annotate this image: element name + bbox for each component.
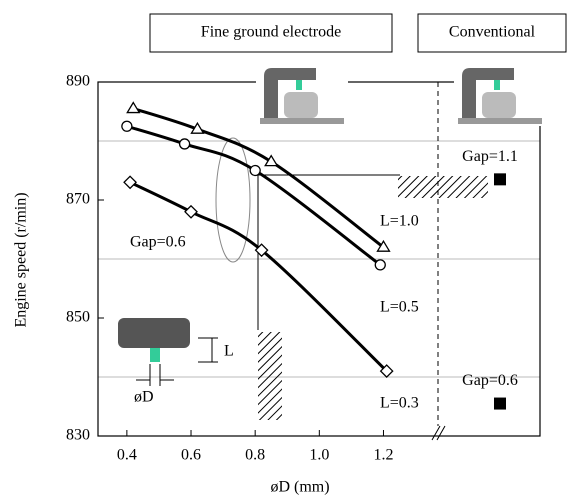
marker — [190, 121, 205, 134]
highlight-ellipse — [215, 137, 251, 263]
marker — [264, 154, 279, 167]
hatch-region — [398, 176, 488, 198]
marker — [374, 259, 386, 271]
annotation: Gap=0.6 — [130, 234, 186, 251]
guide-line — [257, 174, 400, 330]
y-axis-label: Engine speed (r/min) — [13, 192, 30, 327]
conventional-marker — [494, 397, 506, 410]
electrode-icon — [454, 62, 546, 126]
marker — [249, 164, 261, 177]
marker — [121, 120, 133, 132]
hatch-region — [258, 332, 282, 420]
marker — [254, 243, 269, 258]
series-label: L=0.5 — [380, 299, 419, 316]
series-line — [132, 107, 385, 249]
electrode-icon — [256, 62, 348, 126]
header-box — [149, 13, 393, 53]
x-axis-label: øD (mm) — [270, 479, 329, 496]
marker — [178, 138, 191, 150]
series-label: L=0.3 — [380, 395, 419, 412]
inset-label: øD — [134, 389, 154, 406]
series-line — [129, 180, 388, 373]
x-tick-label: 1.2 — [373, 447, 393, 464]
marker — [184, 204, 198, 219]
marker — [379, 364, 394, 379]
y-tick-label: 830 — [66, 427, 90, 444]
y-tick-label: 850 — [66, 309, 90, 326]
header-box — [417, 13, 567, 53]
conventional-label: Gap=1.1 — [462, 148, 518, 165]
inset-label: L — [224, 343, 234, 360]
inset-diagram — [118, 318, 218, 386]
series-label: L=1.0 — [380, 213, 419, 230]
y-tick-label: 870 — [66, 191, 90, 208]
x-tick-label: 0.4 — [117, 447, 137, 464]
conventional-label: Gap=0.6 — [462, 372, 518, 389]
x-tick-label: 0.6 — [181, 447, 201, 464]
marker — [376, 239, 391, 252]
series-line — [126, 124, 382, 267]
break-mark — [431, 425, 446, 441]
marker — [123, 175, 137, 190]
header-label: Conventional — [449, 24, 536, 41]
conventional-marker — [494, 173, 506, 186]
x-tick-label: 1.0 — [309, 447, 329, 464]
y-tick-label: 890 — [66, 73, 90, 90]
marker — [126, 101, 141, 114]
header-label: Fine ground electrode — [201, 24, 341, 41]
x-tick-label: 0.8 — [245, 447, 265, 464]
